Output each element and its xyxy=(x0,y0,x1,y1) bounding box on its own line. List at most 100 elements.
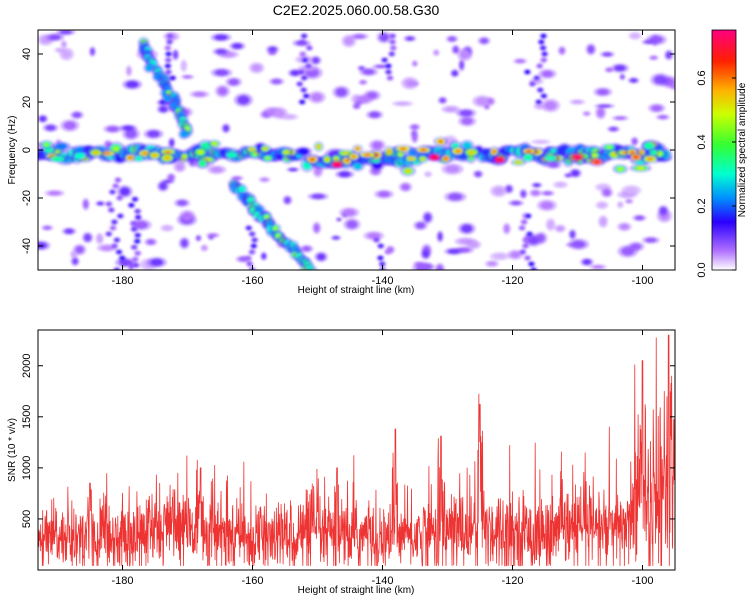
noise-blob xyxy=(214,34,228,41)
band-hot-blob-core xyxy=(344,158,350,163)
band-hot-blob-core xyxy=(265,156,271,160)
noise-blob xyxy=(72,258,78,265)
noise-blob xyxy=(119,187,130,196)
streak-blob xyxy=(522,244,528,248)
streak-blob xyxy=(521,220,527,224)
band-blob xyxy=(55,143,68,150)
noise-blob xyxy=(620,74,625,80)
streak-blob xyxy=(249,232,255,236)
band-hot-blob-core xyxy=(387,149,391,154)
band-hot-blob-core xyxy=(617,167,623,171)
spectrogram-panel: -180 -160 -140 -120 -100 -40 -20 0 20 40 Height … xyxy=(7,29,676,296)
noise-blob xyxy=(445,165,460,173)
band-hot-blob-core xyxy=(43,142,50,147)
streak-blob xyxy=(116,250,122,254)
noise-blob xyxy=(583,111,590,116)
streak-blob xyxy=(536,100,542,104)
noise-blob xyxy=(631,33,640,39)
noise-blob xyxy=(375,64,387,69)
noise-blob xyxy=(59,30,72,35)
streak-blob xyxy=(385,250,391,254)
noise-blob xyxy=(173,50,178,59)
streak-blob xyxy=(135,233,141,238)
streak-blob xyxy=(135,209,141,214)
noise-blob xyxy=(126,81,139,88)
band-hot-blob-core xyxy=(309,157,316,162)
noise-blob xyxy=(215,49,227,55)
noise-blob xyxy=(548,162,559,168)
streak-blob xyxy=(527,232,533,236)
noise-blob xyxy=(342,209,356,217)
noise-blob xyxy=(416,263,430,270)
x-tick-label: -140 xyxy=(371,575,393,587)
noise-blob xyxy=(540,201,554,210)
streak-blob xyxy=(106,202,112,206)
y-tick-label: -40 xyxy=(21,238,33,254)
noise-blob xyxy=(196,235,201,241)
band-hot-blob-core xyxy=(363,153,372,157)
noise-blob xyxy=(251,64,262,72)
noise-blob xyxy=(134,221,148,229)
band-hot-blob-core xyxy=(515,161,522,164)
streak-blob xyxy=(252,238,258,242)
streak-blob xyxy=(373,238,379,242)
y-tick-label: 1500 xyxy=(21,405,33,429)
band-hot-blob-core xyxy=(103,152,112,155)
streak-blob xyxy=(135,251,141,256)
spectrogram-x-ticks: -180 -160 -140 -120 -100 xyxy=(111,30,654,287)
noise-blob xyxy=(83,200,89,209)
noise-blob xyxy=(665,51,672,59)
noise-blob xyxy=(61,49,72,59)
noise-blob xyxy=(569,230,576,238)
noise-blob xyxy=(416,222,426,229)
streak-blob xyxy=(134,239,140,244)
streak-blob xyxy=(131,245,137,250)
snr-y-ticks: 500 1000 1500 2000 xyxy=(21,354,675,528)
noise-blob xyxy=(541,70,554,78)
noise-blob xyxy=(237,95,250,105)
noise-blob xyxy=(379,33,389,42)
noise-blob xyxy=(659,207,667,215)
x-tick-label: -120 xyxy=(501,575,523,587)
noise-blob xyxy=(169,139,175,147)
streak-blob xyxy=(135,215,141,220)
diagonal-lower-blob-core xyxy=(311,271,315,275)
band-hot-blob-core xyxy=(249,148,255,151)
noise-blob xyxy=(670,84,675,89)
streak-blob xyxy=(130,221,136,226)
diagonal-upper-blob xyxy=(145,64,153,72)
noise-blob xyxy=(411,124,419,130)
noise-blob xyxy=(504,224,510,233)
noise-blob xyxy=(63,121,76,130)
noise-blob xyxy=(474,171,482,177)
streak-blob xyxy=(303,94,309,98)
streak-blob xyxy=(390,46,396,50)
band-hot-blob-core xyxy=(405,169,411,173)
streak-blob xyxy=(167,34,173,38)
y-tick-label: 1000 xyxy=(21,456,33,480)
streak-blob xyxy=(106,232,112,236)
noise-blob xyxy=(528,236,539,245)
noise-blob xyxy=(313,223,320,233)
noise-blob xyxy=(183,75,192,79)
noise-blob xyxy=(565,173,572,178)
noise-blob xyxy=(597,202,607,208)
streak-blob xyxy=(537,64,543,68)
snr-x-axis-label: Height of straight line (km) xyxy=(298,585,415,596)
noise-blob xyxy=(487,261,497,267)
noise-blob xyxy=(493,187,505,196)
band-hot-blob-core xyxy=(468,150,476,155)
band-hot-blob-core xyxy=(92,151,99,155)
snr-plot-area xyxy=(38,334,675,567)
band-hot-blob-core xyxy=(639,150,644,154)
streak-blob xyxy=(299,40,305,44)
noise-blob xyxy=(484,105,489,109)
streak-blob xyxy=(537,88,543,92)
noise-blob xyxy=(412,61,417,66)
noise-blob xyxy=(405,36,414,41)
spectrogram-plot-area xyxy=(38,30,675,275)
streak-blob xyxy=(298,70,304,74)
noise-blob xyxy=(175,163,184,171)
noise-blob xyxy=(311,93,323,102)
noise-blob xyxy=(630,78,638,83)
